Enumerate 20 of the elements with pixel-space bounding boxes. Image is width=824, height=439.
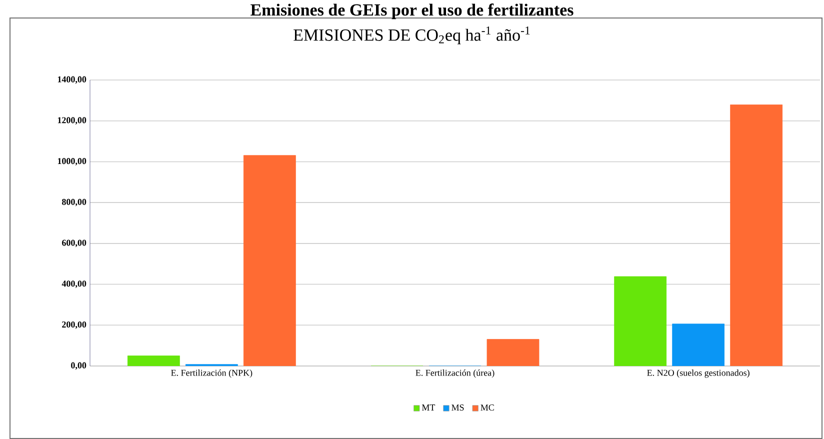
x-tick-label: E. Fertilización (NPK) [171, 370, 252, 378]
bar [486, 339, 540, 366]
chart-subtitle: EMISIONES DE CO$_{2}$eq ha$^{-1}$ año$^{-1}$ [294, 26, 530, 44]
chart-title: Emisiones de GEIs por el uso de fertilizantes [250, 4, 574, 20]
legend-label: MC [480, 404, 494, 411]
x-tick-label: E. Fertilización (úrea) [416, 370, 494, 378]
bar [672, 324, 725, 366]
bar [730, 104, 783, 366]
y-tick-label: 200,00 [62, 321, 86, 329]
y-tick-label: 1200,00 [58, 117, 86, 125]
y-tick-label: 1000,00 [58, 158, 86, 166]
y-tick-label: 0,00 [71, 362, 86, 370]
y-tick-label: 800,00 [62, 198, 86, 206]
bar [243, 155, 296, 366]
legend-label: MS [452, 404, 464, 411]
x-tick-label: E. N2O (suelos gestionados) [647, 370, 750, 378]
y-tick-label: 600,00 [62, 240, 86, 248]
y-tick-label: 400,00 [62, 280, 86, 288]
legend-label: MT [422, 404, 436, 410]
y-tick-label: 1400,00 [58, 76, 86, 84]
